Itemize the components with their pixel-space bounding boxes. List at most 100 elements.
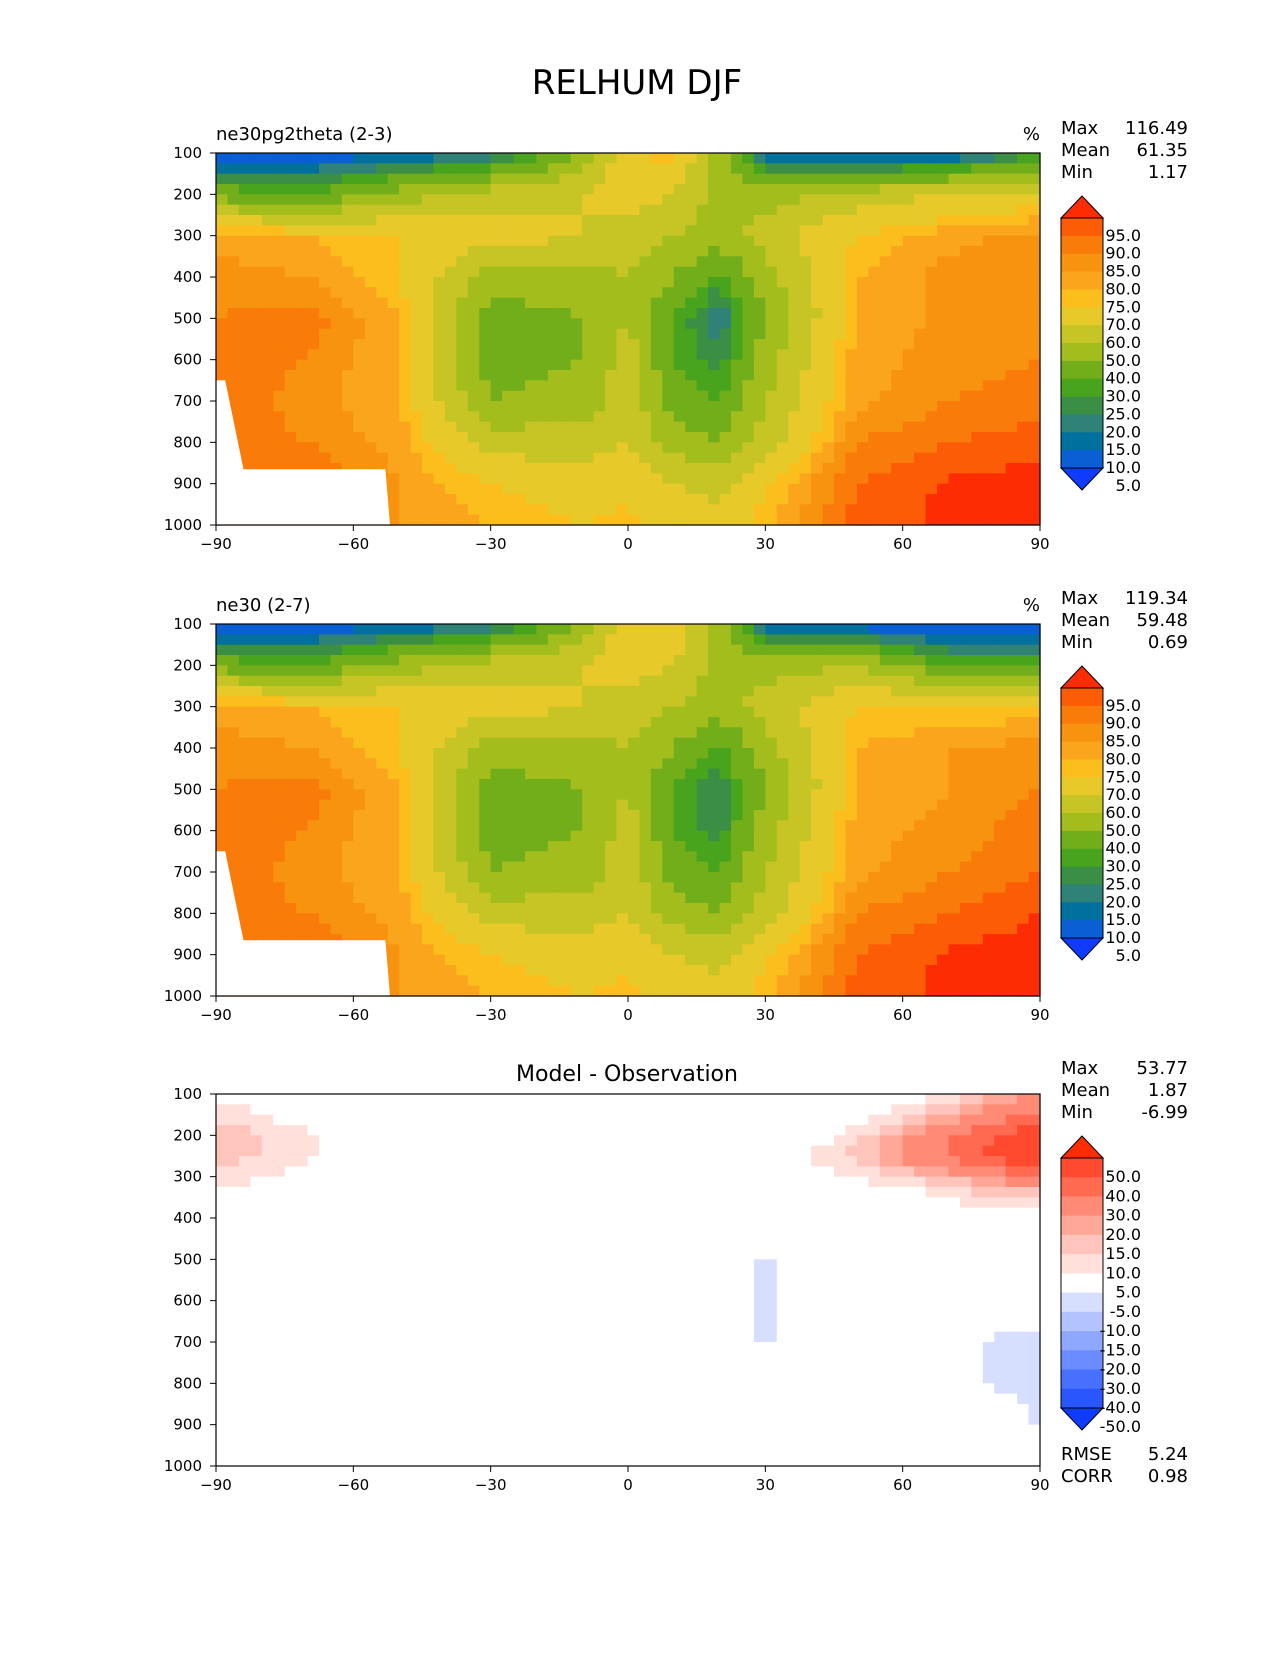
contour-cell [594,872,606,883]
contour-cell [983,163,995,174]
contour-cell [342,913,354,924]
contour-cell [502,727,514,738]
contour-cell [1006,665,1018,676]
contour-cell [559,432,571,443]
contour-cell [628,913,640,924]
contour-cell [502,432,514,443]
contour-cell [674,236,686,247]
contour-cell [971,153,983,164]
contour-cell [971,769,983,780]
contour-cell [983,800,995,811]
contour-cell [296,422,308,433]
contour-cell [948,380,960,391]
contour-cell [559,665,571,676]
colorbar-segment [1061,236,1103,254]
contour-cell [273,184,285,195]
contour-cell [983,504,995,515]
contour-cell [834,624,846,635]
contour-cell [605,769,617,780]
contour-cell [399,329,411,340]
contour-cell [617,872,629,883]
contour-cell [239,360,251,371]
contour-cell [731,329,743,340]
x-tick-label: 0 [623,535,633,553]
contour-cell [800,422,812,433]
contour-cell [971,442,983,453]
contour-cell [891,318,903,329]
contour-cell [845,903,857,914]
contour-cell [216,308,228,319]
contour-cell [433,515,445,526]
contour-cell [571,163,583,174]
contour-cell [239,339,251,350]
contour-cell [777,645,789,656]
contour-cell [411,453,423,464]
contour-cell [639,655,651,666]
contour-cell [571,287,583,298]
contour-cell [857,515,869,526]
contour-cell [811,329,823,340]
contour-cell [960,267,972,278]
contour-cell [903,411,915,422]
contour-cell [948,841,960,852]
contour-cell [994,194,1006,205]
contour-cell [250,810,262,821]
contour-cell [605,634,617,645]
contour-cell [239,686,251,697]
contour-cell [411,634,423,645]
panel-ref-label: ne30 (2-7) [216,595,311,616]
contour-cell [445,246,457,257]
contour-cell [479,748,491,759]
contour-cell [422,422,434,433]
contour-cell [983,707,995,718]
contour-cell [571,934,583,945]
contour-cell [628,831,640,842]
contour-cell [433,422,445,433]
contour-cell [548,256,560,267]
contour-cell [353,624,365,635]
contour-cell [594,463,606,474]
colorbar-segment [1061,272,1103,290]
contour-cell [994,432,1006,443]
y-tick-label: 200 [173,185,202,203]
contour-cell [742,298,754,309]
contour-cell [308,339,320,350]
contour-cell [1029,903,1041,914]
contour-cell [1006,903,1018,914]
contour-cell [742,287,754,298]
contour-cell [605,194,617,205]
contour-cell [800,215,812,226]
contour-cell [731,831,743,842]
contour-cell [502,163,514,174]
contour-cell [765,634,777,645]
contour-cell [617,769,629,780]
contour-cell [948,401,960,412]
contour-cell [891,287,903,298]
contour-cell [674,174,686,185]
contour-cell [1029,851,1041,862]
contour-cell [422,349,434,360]
contour-cell [754,831,766,842]
contour-cell [731,215,743,226]
contour-cell [754,339,766,350]
contour-cell [445,913,457,924]
contour-cell [651,624,663,635]
contour-cell [296,758,308,769]
contour-cell [479,862,491,873]
contour-cell [662,267,674,278]
contour-cell [399,820,411,831]
contour-cell [868,463,880,474]
contour-cell [559,820,571,831]
contour-cell [857,442,869,453]
contour-cell [639,831,651,842]
contour-cell [777,339,789,350]
contour-cell [685,862,697,873]
contour-cell [891,411,903,422]
contour-cell [788,810,800,821]
contour-cell [353,810,365,821]
contour-cell [868,318,880,329]
contour-cell [811,411,823,422]
contour-cell [823,634,835,645]
contour-cell [353,696,365,707]
contour-cell [708,174,720,185]
